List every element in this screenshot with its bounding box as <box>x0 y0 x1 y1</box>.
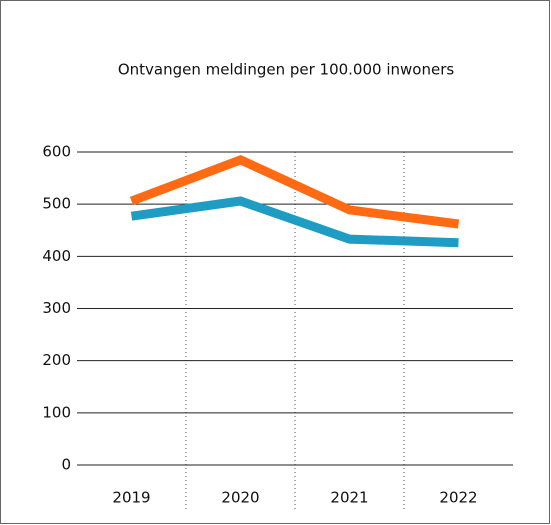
x-tick-label: 2019 <box>112 489 150 507</box>
y-tick-label: 0 <box>61 456 71 474</box>
y-tick-label: 600 <box>42 143 71 161</box>
y-tick-label: 500 <box>42 195 71 213</box>
y-tick-label: 300 <box>42 299 71 317</box>
chart-title: Ontvangen meldingen per 100.000 inwoners <box>118 61 455 79</box>
y-tick-label: 200 <box>42 351 71 369</box>
y-tick-label: 100 <box>42 403 71 421</box>
series-line <box>129 154 460 229</box>
y-tick-label: 400 <box>42 247 71 265</box>
series-line <box>130 196 459 248</box>
x-tick-label: 2020 <box>221 489 259 507</box>
x-tick-label: 2021 <box>330 489 368 507</box>
x-tick-label: 2022 <box>439 489 477 507</box>
